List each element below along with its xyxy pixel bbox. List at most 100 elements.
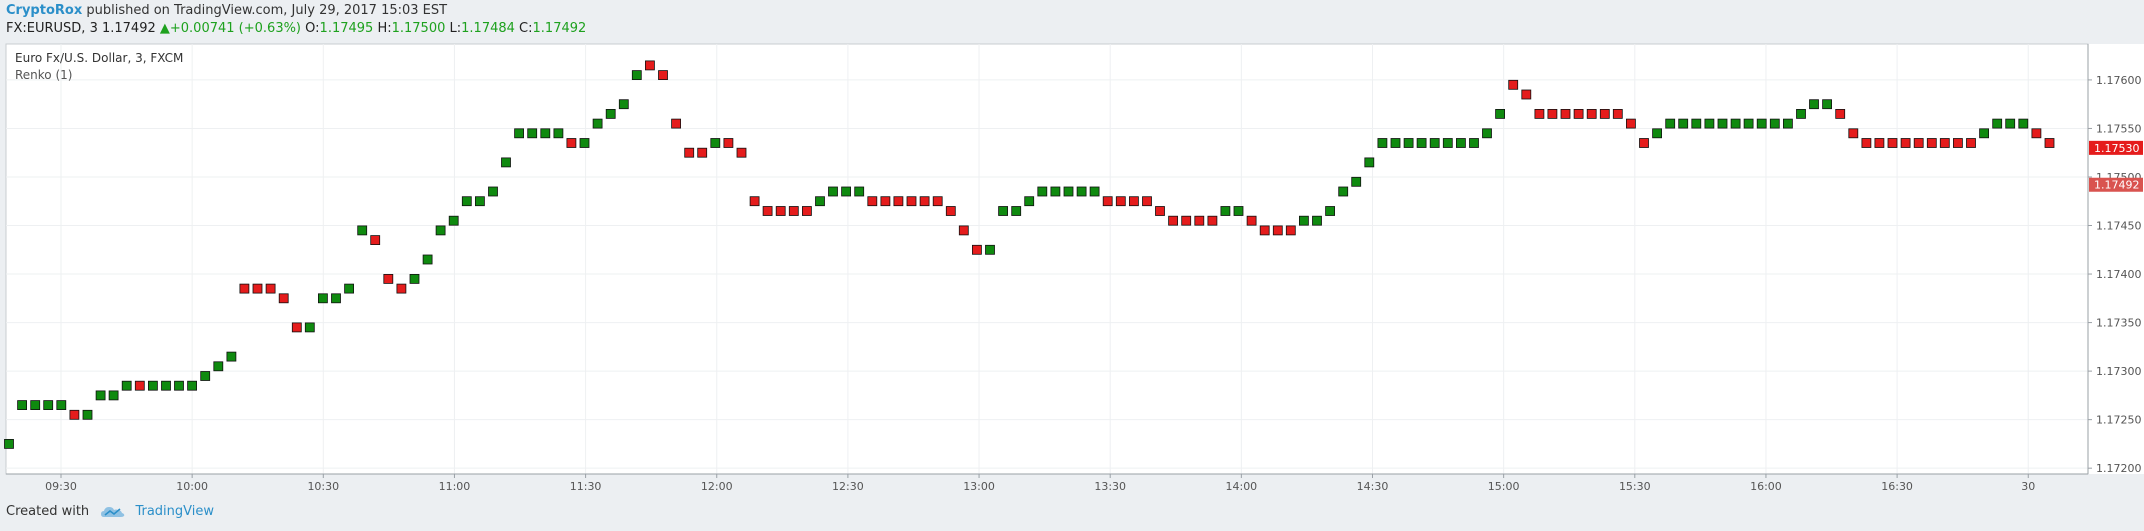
brick-down [1155,206,1165,216]
brick-up [1011,206,1022,216]
brick-up [56,400,67,411]
brick-up [1390,138,1401,148]
brick-up [1233,206,1244,216]
y-tick-label: 1.17300 [2096,365,2142,378]
brick-down [1599,109,1610,119]
brick-down [749,196,760,207]
brick-down [252,283,263,294]
brick-up [1743,118,1754,129]
brick-down [788,206,799,216]
brick-down [1547,109,1558,119]
author-link[interactable]: CryptoRox [6,3,83,18]
brick-up [1050,186,1061,197]
brick-up [226,351,237,362]
brick-down [1521,89,1532,100]
brick-up [1442,138,1453,148]
brick-down [291,322,302,333]
brick-up [1024,196,1035,207]
brick-up [1796,109,1806,119]
brick-up [1338,186,1349,197]
brick-up [501,157,511,168]
y-tick-label: 1.17550 [2096,122,2142,135]
close-value: 1.17492 [532,21,587,36]
price-label-box [2089,177,2143,192]
brick-down [906,196,917,207]
brick-down [671,118,681,129]
brick-down [893,196,904,207]
brick-down [239,283,250,294]
brick-down [1900,138,1911,148]
brick-down [723,138,734,148]
brick-up [344,283,355,294]
last-price: 1.17492 [101,21,156,36]
x-tick-label: 16:30 [1881,480,1913,493]
brick-up [1377,138,1388,148]
brick-up [174,380,184,391]
brick-up [1783,118,1793,129]
brick-down [1861,138,1872,148]
brick-down [1835,109,1846,119]
brick-up [1429,138,1440,148]
brick-down [1534,109,1545,119]
brick-up [409,273,420,284]
brick-down [958,225,969,236]
brick-down [2031,128,2042,139]
brick-up [815,196,825,207]
brick-down [1639,138,1649,148]
brick-up [1809,99,1819,110]
x-tick-label: 11:30 [570,480,602,493]
brick-up [448,215,459,226]
brick-up [1482,128,1492,139]
brick-up [1351,176,1362,187]
brick-down [1848,128,1859,139]
brick-down [2044,138,2055,148]
brick-down [867,196,878,207]
brick-up [82,409,93,420]
brick-down [1953,138,1963,148]
y-tick-label: 1.17600 [2096,74,2142,87]
brick-down [972,244,982,255]
brick-up [30,400,41,411]
x-tick-label: 30 [2021,480,2035,493]
brick-up [1037,186,1048,197]
x-tick-label: 14:30 [1357,480,1389,493]
brick-up [1730,118,1741,129]
brick-down [945,206,956,216]
brick-up [985,244,995,255]
renko-chart[interactable]: 09:30 10:00 10:30 11:00 11:30 12:00 12:30 13:00… [0,42,2144,502]
brick-up [1469,138,1479,148]
close-label: C: [519,21,533,36]
high-value: 1.17500 [391,21,446,36]
price-axis[interactable] [2088,44,2144,474]
brick-down [1560,109,1571,119]
brick-down [1272,225,1283,236]
brick-down [1129,196,1139,207]
y-tick-label: 1.17400 [2096,268,2142,281]
legend-indicator[interactable]: Renko (1) [15,68,72,82]
tradingview-link[interactable]: TradingView [135,504,214,519]
brick-down [932,196,943,207]
brick-down [658,70,668,81]
brick-up [1704,118,1715,129]
brick-down [775,206,786,216]
brick-up [422,254,433,265]
legend-title[interactable]: Euro Fx/U.S. Dollar, 3, FXCM [15,51,183,65]
brick-up [1312,215,1322,226]
brick-down [697,147,708,158]
plot-area[interactable] [5,43,2089,475]
brick-up [1089,186,1100,197]
x-tick-label: 14:00 [1225,480,1257,493]
brick-up [43,400,54,411]
brick-up [1416,138,1427,148]
x-tick-label: 12:30 [832,480,864,493]
price-label-text: 1.17530 [2094,142,2140,155]
open-value: 1.17495 [319,21,374,36]
time-axis[interactable]: 09:30 10:00 10:30 11:00 11:30 12:00 12:30 13:00… [45,474,2035,493]
brick-down [1194,215,1205,226]
brick-up [187,380,198,391]
brick-up [1220,206,1231,216]
x-tick-label: 10:00 [176,480,208,493]
brick-up [2018,118,2029,129]
brick-down [278,293,289,304]
brick-up [1979,128,1989,139]
